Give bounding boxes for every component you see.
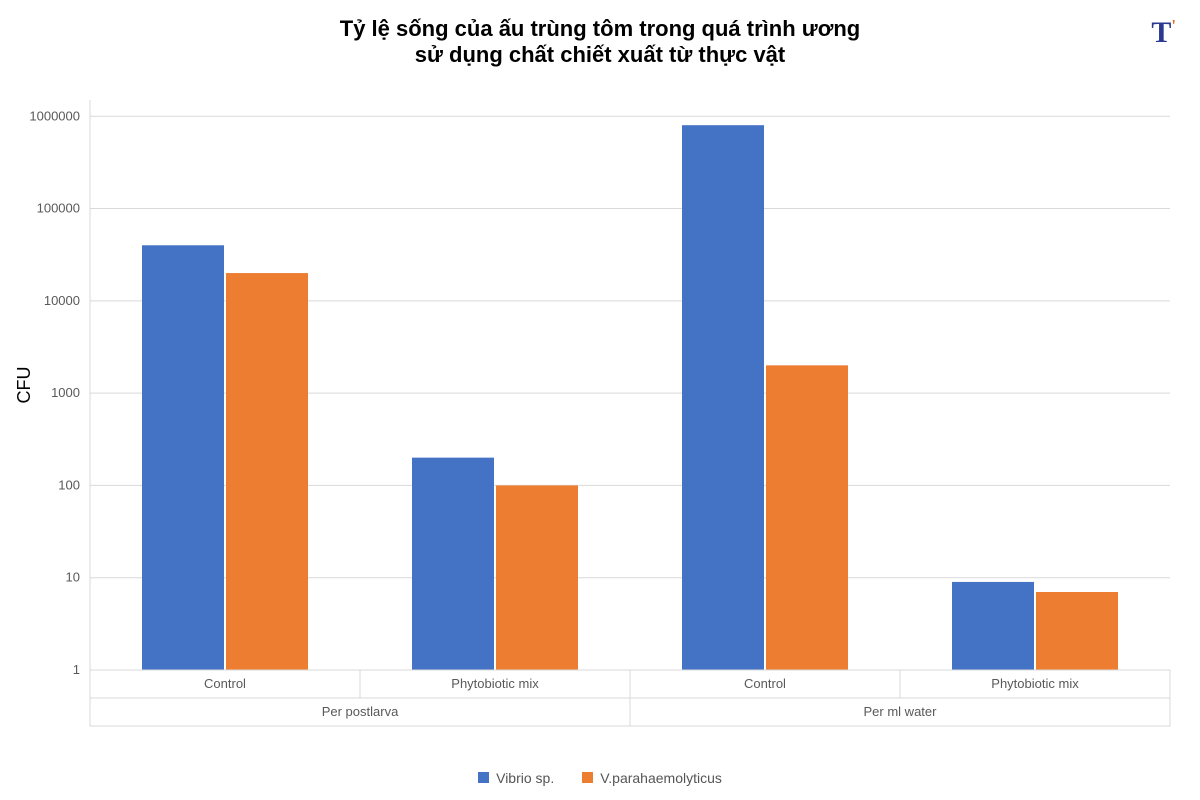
x-group-label: Per ml water — [864, 704, 938, 719]
x-category-label: Control — [204, 676, 246, 691]
legend-item: V.parahaemolyticus — [582, 770, 722, 786]
chart-title-line1: Tỷ lệ sống của ấu trùng tôm trong quá tr… — [0, 16, 1200, 42]
y-axis-title: CFU — [14, 367, 34, 404]
legend-item: Vibrio sp. — [478, 770, 554, 786]
chart-title-line2: sử dụng chất chiết xuất từ thực vật — [0, 42, 1200, 68]
x-group-label: Per postlarva — [322, 704, 399, 719]
legend-label: V.parahaemolyticus — [600, 770, 722, 786]
bar — [412, 458, 494, 670]
y-tick-label: 1000000 — [29, 108, 80, 123]
y-tick-label: 10000 — [44, 293, 80, 308]
cfu-bar-chart: 1 10 100 1000 10000 100000 1000000 CFU Control Ph… — [0, 80, 1200, 760]
legend-swatch — [582, 772, 593, 783]
bar — [142, 245, 224, 670]
brand-logo: T' — [1151, 16, 1176, 50]
bar — [496, 485, 578, 670]
bar — [1036, 592, 1118, 670]
chart-legend: Vibrio sp. V.parahaemolyticus — [0, 770, 1200, 787]
x-category-label: Phytobiotic mix — [451, 676, 539, 691]
bar — [952, 582, 1034, 670]
bar — [682, 125, 764, 670]
y-tick-label: 1 — [73, 662, 80, 677]
x-category-label: Control — [744, 676, 786, 691]
chart-title: Tỷ lệ sống của ấu trùng tôm trong quá tr… — [0, 16, 1200, 68]
y-tick-label: 1000 — [51, 385, 80, 400]
bar — [226, 273, 308, 670]
brand-logo-accent: ' — [1171, 16, 1176, 35]
y-tick-label: 10 — [66, 570, 80, 585]
legend-label: Vibrio sp. — [496, 770, 554, 786]
legend-swatch — [478, 772, 489, 783]
y-tick-label: 100000 — [37, 201, 80, 216]
y-tick-label: 100 — [58, 477, 80, 492]
x-category-label: Phytobiotic mix — [991, 676, 1079, 691]
bar — [766, 365, 848, 670]
brand-logo-main: T — [1151, 16, 1171, 49]
